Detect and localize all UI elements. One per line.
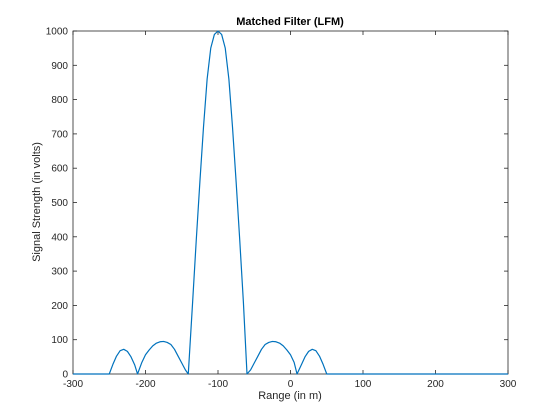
plot-area xyxy=(72,30,509,375)
x-tick-label: -100 xyxy=(208,379,228,390)
x-tick-label: -300 xyxy=(63,379,83,390)
y-tick-labels: 0 100 200 300 400 500 600 700 800 900 1000 xyxy=(46,27,69,381)
x-tick-label: 300 xyxy=(500,379,517,390)
x-tick-label: 100 xyxy=(355,379,372,390)
y-tick-label: 0 xyxy=(62,370,68,381)
x-tick-label: -200 xyxy=(135,379,155,390)
y-tick-label: 500 xyxy=(51,198,68,209)
y-tick-label: 100 xyxy=(51,335,68,346)
y-tick-label: 700 xyxy=(51,129,68,140)
tick-marks xyxy=(72,30,509,375)
y-tick-label: 1000 xyxy=(46,27,69,38)
y-tick-label: 900 xyxy=(51,61,68,72)
y-tick-label: 300 xyxy=(51,267,68,278)
chart-title: Matched Filter (LFM) xyxy=(236,16,344,28)
series-line xyxy=(73,30,508,375)
y-tick-label: 400 xyxy=(51,232,68,243)
y-tick-label: 800 xyxy=(51,95,68,106)
x-axis-label: Range (in m) xyxy=(258,390,322,402)
y-axis-label: Signal Strength (in volts) xyxy=(31,142,43,262)
x-tick-label: 0 xyxy=(288,379,294,390)
x-tick-label: 200 xyxy=(427,379,444,390)
x-tick-labels: -300 -200 -100 0 100 200 300 xyxy=(63,379,517,390)
y-tick-label: 200 xyxy=(51,301,68,312)
y-tick-label: 600 xyxy=(51,164,68,175)
